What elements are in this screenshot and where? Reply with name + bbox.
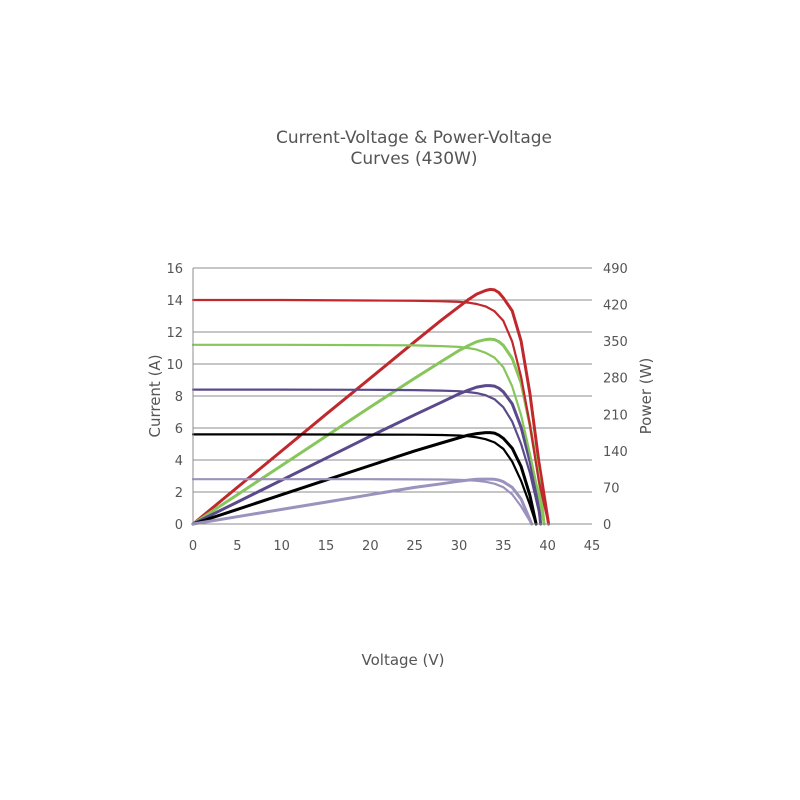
y-tick-label: 6 [175, 422, 183, 437]
series-power-curve-5 [191, 384, 543, 526]
y-tick-label: 14 [166, 294, 183, 309]
x-tick-label: 30 [451, 539, 468, 554]
tick-labels: 0 5 10 15 20 25 30 35 40 450246810121416070140210… [166, 262, 627, 554]
axes [192, 268, 592, 525]
series-current-curve-2 [191, 343, 546, 526]
series-current-curve-6 [191, 433, 538, 526]
x-axis-label: Voltage (V) [362, 651, 445, 669]
y-tick-label: 16 [166, 262, 183, 277]
series-current-curve-0 [191, 298, 550, 526]
chart-title-line-2: Curves (430W) [350, 149, 478, 169]
y-tick-label: 8 [175, 390, 183, 405]
x-tick-label: 40 [539, 539, 556, 554]
x-tick-label: 15 [318, 539, 335, 554]
y2-tick-label: 0 [603, 518, 611, 533]
y-tick-label: 12 [166, 326, 183, 341]
y2-tick-label: 70 [603, 481, 620, 496]
series-power-curve-9 [191, 477, 534, 526]
y-tick-label: 2 [175, 486, 183, 501]
y-tick-label: 4 [175, 454, 183, 469]
y2-tick-label: 210 [603, 408, 628, 423]
y-axis-label: Current (A) [146, 354, 164, 437]
series-current-curve-4 [191, 388, 542, 526]
x-tick-label: 35 [495, 539, 512, 554]
x-tick-label: 20 [362, 539, 379, 554]
y2-tick-label: 350 [603, 335, 628, 350]
series-power-curve-1 [191, 287, 551, 526]
y2-tick-label: 140 [603, 445, 628, 460]
series-layer [191, 287, 551, 526]
x-tick-label: 25 [406, 539, 423, 554]
y-tick-label: 10 [166, 358, 183, 373]
y2-tick-label: 280 [603, 372, 628, 387]
series-current-curve-8 [191, 478, 533, 526]
series-power-curve-3 [191, 337, 546, 526]
y2-tick-label: 490 [603, 262, 628, 277]
x-tick-label: 5 [233, 539, 241, 554]
y-tick-label: 0 [175, 518, 183, 533]
chart-title-line-1: Current-Voltage & Power-Voltage [275, 128, 553, 148]
y2-axis-label: Power (W) [637, 358, 655, 435]
x-tick-label: 0 [189, 539, 197, 554]
x-tick-label: 10 [273, 539, 290, 554]
y2-tick-label: 420 [603, 299, 628, 314]
chart-title: Current-Voltage & Power-Voltage Curves (… [0, 128, 800, 170]
x-tick-label: 45 [584, 539, 601, 554]
